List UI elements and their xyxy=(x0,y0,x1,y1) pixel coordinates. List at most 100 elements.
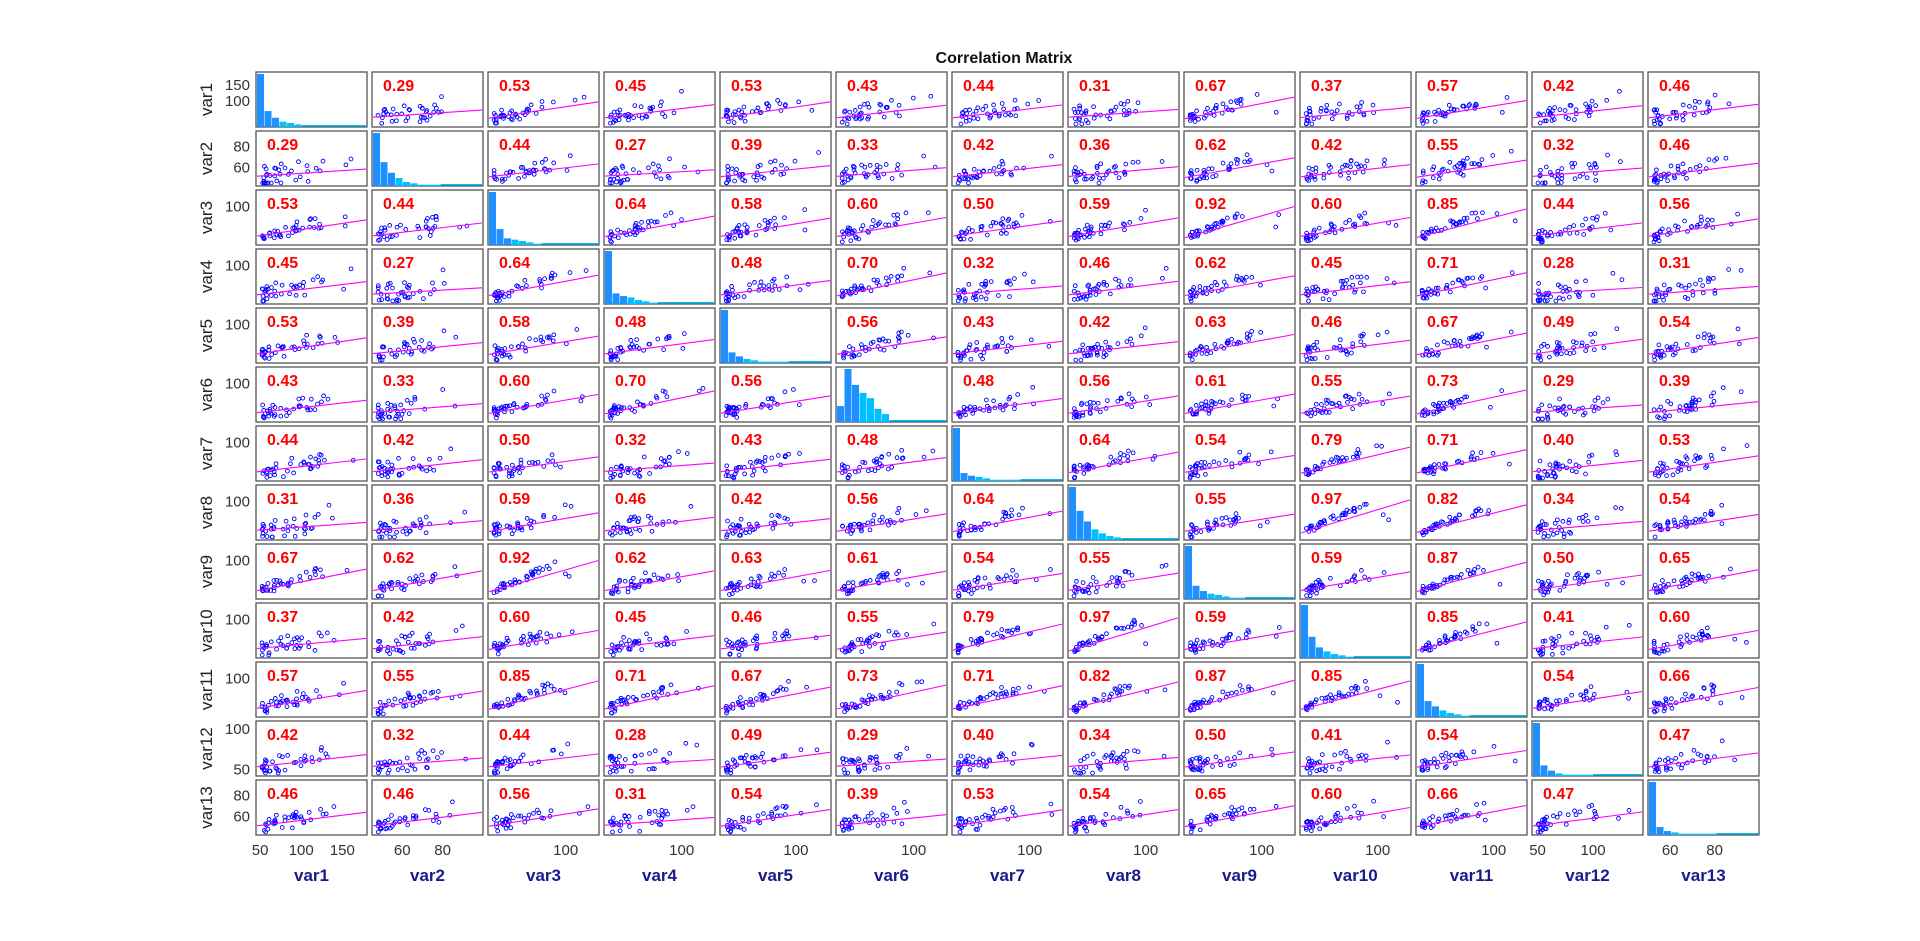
scatter-point xyxy=(407,294,412,300)
scatter-point xyxy=(963,296,968,301)
cell-var10-var12: 0.41 xyxy=(1531,602,1644,659)
scatter-point xyxy=(958,236,963,242)
scatter-point xyxy=(1447,289,1453,295)
cell-var4-var2: 0.27 xyxy=(371,248,484,305)
scatter-point xyxy=(610,120,616,125)
scatter-point xyxy=(538,337,544,343)
scatter-point xyxy=(1424,118,1430,124)
scatter-point xyxy=(533,337,539,343)
cell-frame xyxy=(487,248,600,305)
hist-tail xyxy=(1353,656,1410,658)
scatter-point xyxy=(1654,107,1660,113)
scatter-point xyxy=(300,225,306,231)
scatter-point xyxy=(1022,271,1027,277)
fit-line xyxy=(836,216,947,237)
correlation-label: 0.92 xyxy=(499,550,530,567)
scatter-point xyxy=(537,277,542,282)
scatter-point xyxy=(385,281,391,287)
cell-var1-var3: 0.53 xyxy=(487,71,600,128)
scatter-point xyxy=(1025,101,1031,107)
scatter-point xyxy=(764,101,770,106)
scatter-point xyxy=(375,283,381,288)
scatter-point xyxy=(1273,224,1279,230)
scatter-point xyxy=(646,165,651,171)
correlation-label: 0.60 xyxy=(499,609,530,626)
scatter-point xyxy=(1143,207,1148,213)
scatter-point xyxy=(896,334,901,340)
correlation-label: 0.36 xyxy=(1079,137,1110,154)
scatter-point xyxy=(289,345,295,350)
scatter-point xyxy=(626,117,631,123)
cell-var7-var9: 0.54 xyxy=(1183,425,1296,482)
cell-frame xyxy=(1183,189,1296,246)
scatter-point xyxy=(1651,107,1657,113)
correlation-label: 0.50 xyxy=(1543,550,1574,567)
hist-bar xyxy=(781,361,788,363)
scatter-point xyxy=(389,234,395,239)
scatter-point xyxy=(302,292,308,298)
scatter-point xyxy=(644,114,650,120)
cell-var1-var11: 0.57 xyxy=(1415,71,1528,128)
scatter-point xyxy=(886,338,892,344)
scatter-point xyxy=(1083,108,1089,114)
scatter-point xyxy=(1426,286,1432,292)
scatter-point xyxy=(1656,294,1662,300)
fit-line xyxy=(604,339,715,355)
scatter-point xyxy=(1113,276,1118,282)
scatter-point xyxy=(1338,172,1343,178)
scatter-point xyxy=(682,164,687,170)
hist-bar xyxy=(975,477,983,481)
scatter-point xyxy=(723,114,729,119)
correlation-label: 0.55 xyxy=(1311,373,1342,390)
scatter-point xyxy=(318,225,324,231)
hist-bar xyxy=(287,123,294,127)
scatter-point xyxy=(1082,176,1087,182)
scatter-point xyxy=(1088,226,1094,232)
scatter-point xyxy=(377,237,383,242)
correlation-label: 0.85 xyxy=(1427,196,1458,213)
scatter-point xyxy=(966,226,972,231)
scatter-point xyxy=(1691,112,1697,118)
correlation-label: 0.46 xyxy=(731,609,762,626)
scatter-point xyxy=(1675,224,1681,230)
scatter-point xyxy=(1104,283,1110,288)
scatter-point xyxy=(931,335,936,341)
scatter-point xyxy=(614,179,619,185)
correlation-label: 0.28 xyxy=(1543,255,1574,272)
scatter-point xyxy=(1697,99,1702,105)
scatter-point xyxy=(1073,169,1079,175)
scatter-point xyxy=(1125,98,1131,104)
cell-var6-var13: 0.39 xyxy=(1647,366,1760,423)
correlation-label: 0.59 xyxy=(1311,550,1342,567)
scatter-point xyxy=(1431,164,1437,170)
scatter-point xyxy=(680,346,686,351)
scatter-point xyxy=(960,111,966,116)
scatter-point xyxy=(1568,103,1574,108)
scatter-point xyxy=(312,216,318,221)
scatter-point xyxy=(999,101,1005,106)
scatter-point xyxy=(296,346,302,352)
correlation-label: 0.71 xyxy=(1427,432,1458,449)
scatter-point xyxy=(501,294,507,300)
scatter-point xyxy=(663,213,668,218)
scatter-point xyxy=(999,159,1005,164)
scatter-point xyxy=(1073,237,1079,243)
scatter-point xyxy=(315,274,321,279)
cell-var2-var5: 0.39 xyxy=(719,130,832,187)
scatter-point xyxy=(610,167,616,173)
scatter-point xyxy=(423,224,429,230)
hist-bar xyxy=(642,301,650,304)
scatter-point xyxy=(1420,110,1426,116)
scatter-point xyxy=(1684,175,1689,181)
scatter-point xyxy=(762,217,768,223)
cell-var9-var10: 0.59 xyxy=(1299,543,1412,600)
scatter-point xyxy=(1116,175,1122,181)
scatter-point xyxy=(988,113,994,119)
cell-var8-var11: 0.82 xyxy=(1415,484,1528,541)
scatter-point xyxy=(1312,235,1318,240)
scatter-point xyxy=(851,167,857,173)
scatter-point xyxy=(865,116,871,122)
scatter-point xyxy=(527,336,532,341)
scatter-point xyxy=(1354,104,1360,110)
hist-bar xyxy=(859,392,867,422)
